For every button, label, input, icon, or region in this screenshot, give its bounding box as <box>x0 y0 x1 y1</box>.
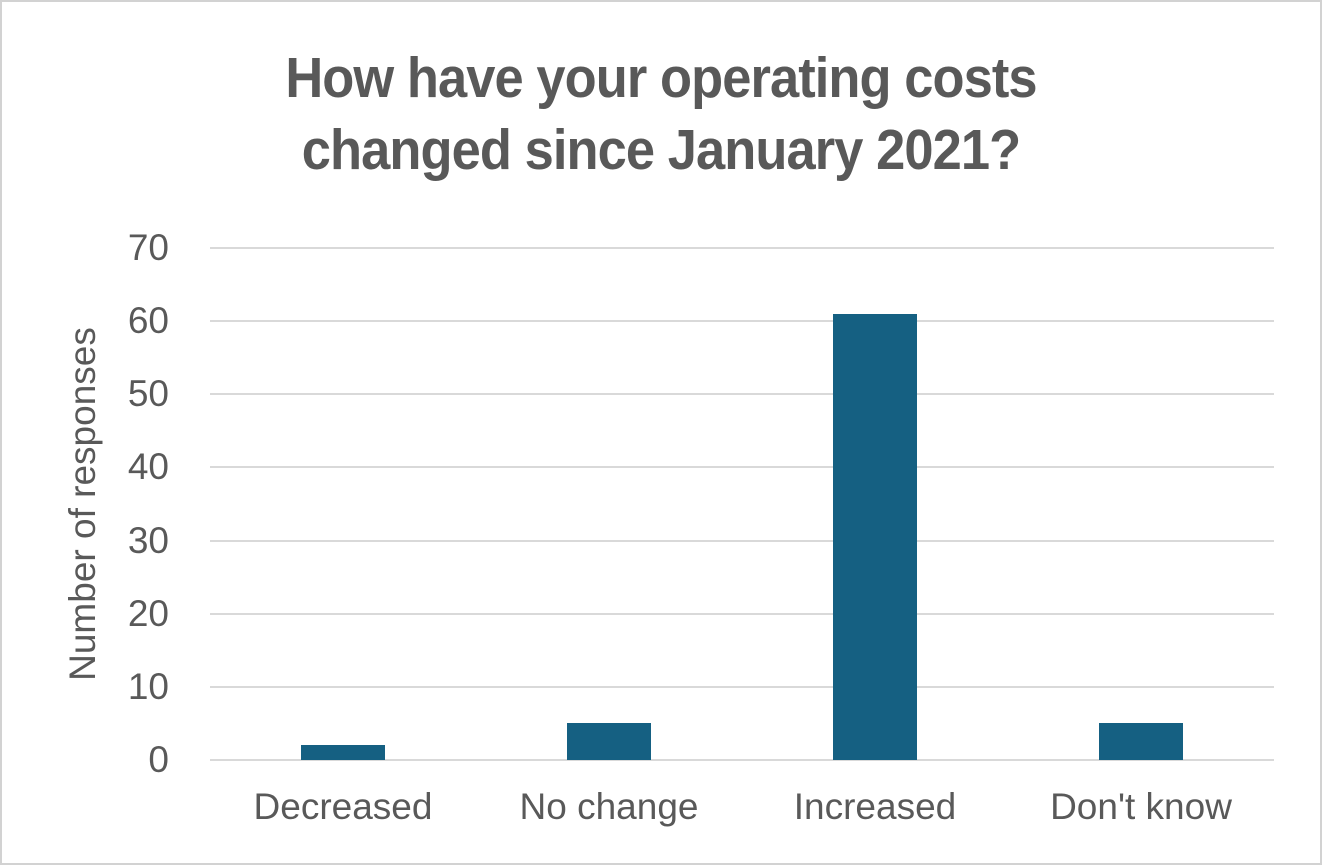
y-tick-label-50: 50 <box>127 373 169 415</box>
y-tick-label-40: 40 <box>127 446 169 488</box>
x-axis-label-increased: Increased <box>793 786 957 827</box>
gridline-0 <box>210 759 1274 761</box>
y-tick-label-30: 30 <box>127 519 169 561</box>
gridline-60 <box>210 320 1274 323</box>
gridline-30 <box>210 539 1274 542</box>
y-tick-label-0: 0 <box>148 739 169 780</box>
gridline-50 <box>210 393 1274 396</box>
chart-title-line1: How have your operating costs <box>285 46 1037 110</box>
plot-area <box>210 247 1274 761</box>
bar-increased <box>833 313 917 760</box>
chart-title: How have your operating costs changed si… <box>55 42 1268 186</box>
bar-decreased <box>301 745 385 760</box>
y-tick-label-10: 10 <box>127 665 169 707</box>
x-axis-label-no-change: No change <box>519 786 699 827</box>
chart-title-line2: changed since January 2021? <box>301 118 1021 182</box>
y-tick-label-70: 70 <box>127 227 169 268</box>
x-axis-label-don-t-know: Don't know <box>1050 786 1232 827</box>
y-tick-label-60: 60 <box>127 300 169 342</box>
bar-no-change <box>567 723 651 760</box>
y-axis-tick-labels: 0 10 20 30 40 50 60 70 <box>2 229 169 779</box>
gridline-10 <box>210 685 1274 688</box>
gridline-40 <box>210 466 1274 469</box>
gridline-20 <box>210 612 1274 615</box>
y-tick-label-20: 20 <box>127 592 169 634</box>
gridline-70 <box>210 247 1274 249</box>
x-axis-label-decreased: Decreased <box>253 786 433 827</box>
bar-don-t-know <box>1099 723 1183 760</box>
x-axis-labels: Decreased No change Increased Don't know <box>210 785 1274 835</box>
